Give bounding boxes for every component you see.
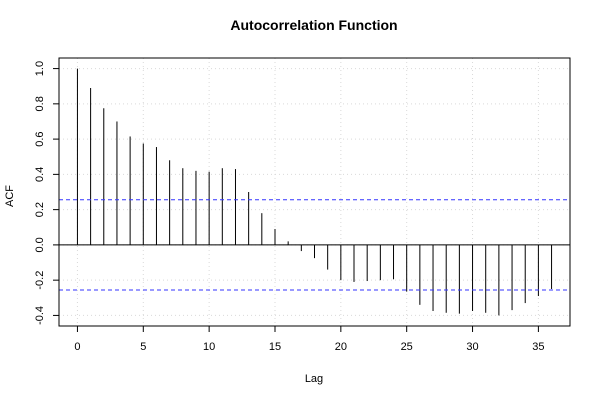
x-axis-label: Lag [305,373,323,385]
grid-lines [59,58,570,326]
y-tick-label: -0.4 [34,306,46,325]
confidence-bounds [59,199,570,291]
y-tick-label: 0.0 [34,237,46,252]
x-tick-label: 15 [269,341,281,353]
y-axis-label: ACF [4,185,16,207]
y-tick-label: 0.6 [34,131,46,146]
y-tick-label: 1.0 [34,61,46,76]
x-tick-label: 30 [466,341,478,353]
y-tick-label: -0.2 [34,271,46,290]
x-axis: 0 5 10 15 20 25 30 35 [74,325,545,353]
x-tick-label: 5 [140,341,146,353]
x-tick-label: 35 [532,341,544,353]
acf-bars [76,68,553,316]
x-tick-label: 0 [74,341,80,353]
plot-frame [58,57,571,327]
chart-title: Autocorrelation Function [230,17,397,33]
y-tick-label: 0.2 [34,202,46,217]
y-axis: -0.4 -0.2 0.0 0.2 0.4 0.6 0.8 1.0 [34,61,60,325]
y-tick-label: 0.8 [34,96,46,111]
x-tick-label: 25 [401,341,413,353]
x-tick-label: 10 [203,341,215,353]
x-tick-label: 20 [335,341,347,353]
y-tick-label: 0.4 [34,167,46,182]
